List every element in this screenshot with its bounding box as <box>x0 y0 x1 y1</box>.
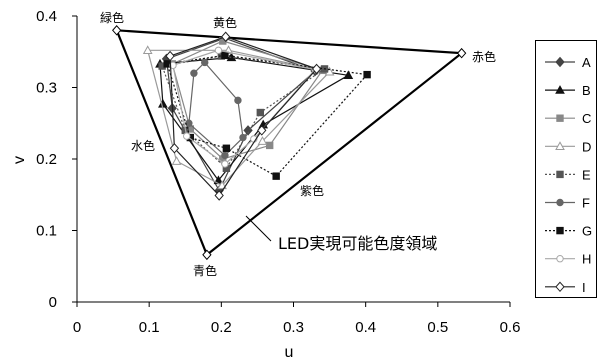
series-F <box>185 58 247 160</box>
led-vertex-marker <box>202 249 212 261</box>
series-F-point <box>221 151 229 160</box>
legend-entry-B: B <box>545 83 591 98</box>
legend-marker <box>556 198 564 207</box>
legend-marker <box>555 281 565 293</box>
series-E-line <box>161 55 327 170</box>
legend-label: G <box>582 224 592 239</box>
legend-label: H <box>582 252 591 267</box>
y-tick-label: 0.4 <box>36 8 57 25</box>
legend-entry-D: D <box>545 139 591 154</box>
y-tick-label: 0.2 <box>36 151 57 168</box>
legend-label: B <box>582 83 591 98</box>
annotation-purple: 紫色 <box>300 184 324 198</box>
series-D-point <box>217 180 227 190</box>
series-E-point <box>256 108 265 117</box>
legend-label: I <box>582 280 586 295</box>
x-tick-label: 0.5 <box>427 319 448 336</box>
legend-label: E <box>582 167 591 182</box>
series-F-line <box>188 61 244 157</box>
series-I-point <box>165 50 175 62</box>
annotation-red: 赤色 <box>472 50 496 64</box>
series-I-point <box>257 125 267 136</box>
series-C-point <box>265 141 274 150</box>
series-I-point <box>220 31 231 42</box>
axes: 0 0.1 0.2 0.3 0.4 0 0.1 0.2 0.3 0.4 0.5 0.6 v u <box>11 8 520 360</box>
y-ticks: 0 0.1 0.2 0.3 0.4 <box>36 8 77 311</box>
annotation-yellow: 黄色 <box>213 16 237 30</box>
legend-entry-C: C <box>545 111 591 126</box>
series-H-point <box>221 160 229 168</box>
annotation-blue: 青色 <box>193 264 217 278</box>
x-tick-label: 0 <box>73 319 81 336</box>
series-F-point <box>190 69 198 77</box>
series-D-point <box>142 45 153 55</box>
legend-marker <box>556 170 564 179</box>
led-region-boundary <box>115 29 465 257</box>
led-label-leader-line <box>245 215 272 242</box>
legend-box <box>535 40 597 298</box>
series-G-point <box>363 70 371 79</box>
led-region <box>112 25 467 261</box>
series-F-point <box>239 133 247 142</box>
y-tick-label: 0.3 <box>36 80 57 97</box>
x-tick-label: 0.4 <box>355 319 376 336</box>
annotation-green: 緑色 <box>100 10 124 25</box>
x-axis-label: u <box>285 344 294 360</box>
x-ticks: 0 0.1 0.2 0.3 0.4 0.5 0.6 <box>73 302 521 336</box>
series-I-point <box>169 143 180 154</box>
series-G <box>163 51 371 180</box>
legend-marker <box>556 114 564 122</box>
legend-label: C <box>582 111 591 126</box>
legend-label: A <box>582 55 591 70</box>
series-F-point <box>201 58 209 67</box>
x-tick-label: 0.1 <box>139 319 160 336</box>
series-I-point <box>214 190 224 201</box>
series-G-point <box>221 51 229 60</box>
legend-entry-F: F <box>545 196 590 211</box>
x-tick-label: 0.2 <box>211 319 232 336</box>
color-annotations: 緑色 黄色 赤色 水色 紫色 青色 <box>100 10 496 278</box>
y-tick-label: 0.1 <box>36 223 57 240</box>
series-H-point <box>182 132 191 140</box>
led-region-label: LED実現可能色度領域 <box>278 234 437 253</box>
series-layer <box>142 31 371 201</box>
legend-entry-I: I <box>545 280 586 295</box>
led-vertex-marker <box>112 25 122 36</box>
legend-marker <box>556 255 564 263</box>
x-tick-label: 0.3 <box>283 319 304 336</box>
legend-entry-G: G <box>545 224 592 239</box>
x-tick-label: 0.6 <box>500 319 521 336</box>
series-H-point <box>214 46 223 55</box>
series-F-point <box>185 119 193 127</box>
legend-entry-H: H <box>545 252 591 267</box>
series-H-point <box>169 61 177 70</box>
legend-marker <box>555 56 565 68</box>
y-tick-label: 0 <box>49 294 57 311</box>
annotation-cyan: 水色 <box>131 139 155 153</box>
series-B-point <box>343 70 354 80</box>
led-vertex-marker <box>456 47 467 59</box>
series-D-point <box>171 156 182 165</box>
series-G-point <box>272 172 280 180</box>
series-D <box>142 45 335 190</box>
legend-label: D <box>582 139 591 154</box>
legend-entry-A: A <box>545 55 591 70</box>
series-G-point <box>222 144 231 152</box>
series-B-point <box>158 98 168 108</box>
legend-entry-E: E <box>545 167 591 182</box>
legend-marker <box>556 226 564 235</box>
series-D-point <box>257 136 268 145</box>
series-E <box>158 52 329 172</box>
series-I-point <box>311 63 322 75</box>
series-F-point <box>234 96 242 105</box>
series-B-line <box>159 56 351 182</box>
legend-marker <box>555 85 565 94</box>
series-I <box>165 31 322 201</box>
legend-marker <box>555 141 565 150</box>
legend-label: F <box>582 196 590 211</box>
y-axis-label: v <box>11 156 28 164</box>
